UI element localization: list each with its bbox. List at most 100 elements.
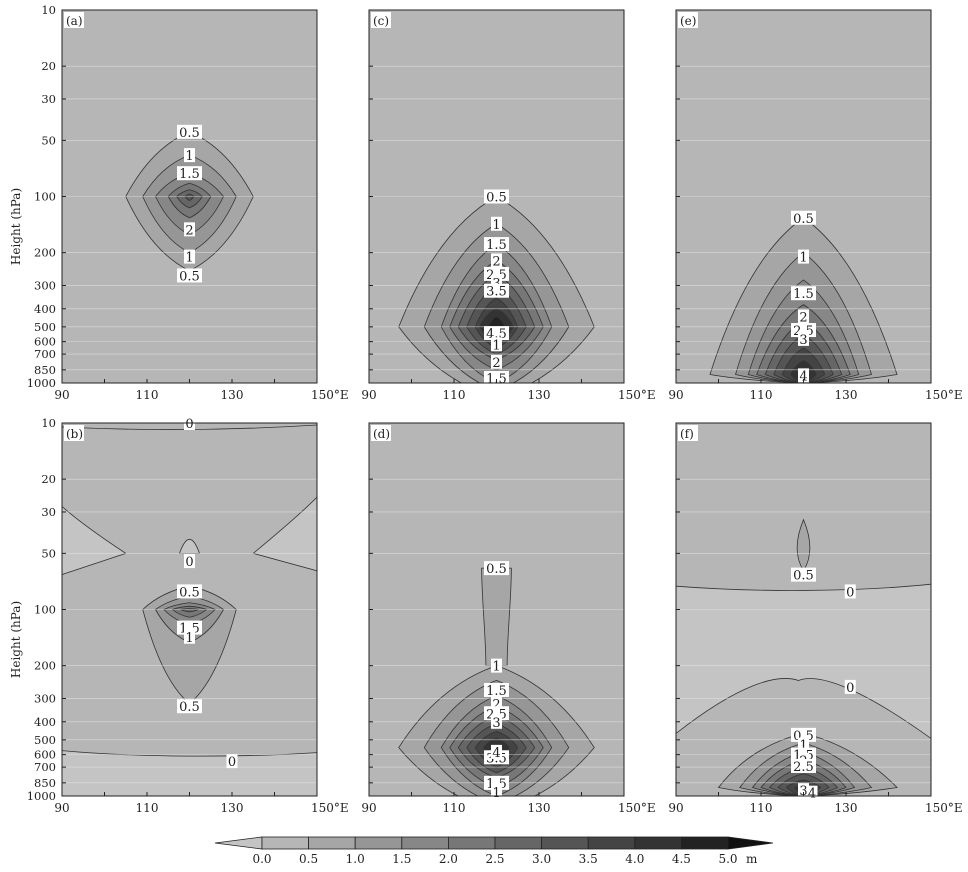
panel-letter-bg	[64, 425, 84, 441]
contour-label: 2	[491, 253, 502, 269]
contour-label-text: 4	[799, 369, 807, 384]
contour-label: 0.5	[177, 699, 202, 715]
contour-label: 1	[184, 249, 195, 266]
contour-label-bg	[184, 148, 195, 163]
y-tick-label: 1000	[27, 789, 56, 803]
contour-label-text: 0.5	[486, 191, 507, 206]
contour-label-text: 3	[799, 333, 807, 348]
x-tick-label: 130	[835, 801, 858, 815]
panel-letter-text: (f)	[680, 427, 694, 441]
y-tick-label: 20	[41, 59, 56, 73]
colorbar-tick-label: 4.5	[672, 852, 691, 866]
panel-fields	[676, 478, 931, 796]
colorbar-left-arrow	[214, 836, 263, 850]
contour-label: 1.5	[484, 682, 509, 699]
contour-label-bg	[798, 331, 809, 346]
colorbar-segment	[541, 836, 589, 850]
contour-label-bg	[491, 696, 502, 711]
contour-label-text: 1	[185, 251, 193, 266]
x-tick-label: 110	[750, 388, 773, 402]
contour-label-bg	[177, 699, 202, 714]
x-tick-label: 150°E	[618, 801, 656, 815]
y-tick-label: 200	[34, 246, 56, 260]
contour-label-bg	[491, 744, 502, 759]
colorbar-tick-label: 3.0	[532, 852, 551, 866]
y-tick-label: 10	[41, 416, 56, 430]
contour-label-text: 1	[492, 218, 500, 233]
y-tick-label: 850	[34, 776, 56, 790]
y-tick-label: 500	[34, 733, 56, 747]
contour-label-bg	[798, 309, 809, 324]
x-tick-label: 150°E	[311, 388, 349, 402]
contour-label: 0.5	[791, 567, 816, 584]
x-tick-label: 110	[443, 388, 466, 402]
contour-label-bg	[184, 222, 195, 237]
colorbar-tick-label: 1.5	[392, 852, 411, 866]
contour-label: 0	[226, 754, 238, 770]
contour-label-bg	[491, 784, 502, 799]
contour-label-bg	[226, 754, 238, 769]
colorbar-segment	[447, 836, 496, 850]
colorbar-right-arrow	[727, 836, 774, 850]
contour-label-text: 0.5	[793, 569, 814, 584]
y-tick-label: 20	[41, 472, 56, 486]
y-tick-label: 850	[34, 363, 56, 377]
contour-label: 1	[798, 249, 809, 266]
contour-label-bg	[484, 266, 509, 281]
contour-label-text: 1	[185, 149, 193, 164]
y-tick-label: 700	[34, 347, 56, 361]
y-tick-label: 700	[34, 760, 56, 774]
contour-label: 1.5	[177, 166, 202, 182]
colorbar: 0.0 0.5 1.0 1.5 2.0 2.5 3.0 3.5 4.0 4.5 5.0 m	[214, 836, 774, 866]
colorbar-unit: m	[746, 852, 758, 866]
colorbar-segment	[494, 836, 542, 850]
y-tick-label: 600	[34, 748, 56, 762]
y-tick-label: 400	[34, 302, 56, 316]
contour-label-bg	[798, 368, 809, 383]
contour-label: 0.5	[177, 584, 202, 600]
contour-label-bg	[798, 737, 809, 752]
contour-label-bg	[791, 727, 816, 742]
panel-letter-text: (e)	[680, 14, 696, 28]
contour-label-bg	[491, 658, 502, 673]
contour-label: 1	[491, 216, 502, 233]
colorbar-tick-label: 4.0	[625, 852, 644, 866]
contour-label: 0	[184, 416, 195, 432]
y-tick-label: 30	[41, 92, 56, 106]
contour-label: 1.5	[484, 237, 509, 253]
y-tick-label: 30	[41, 505, 56, 519]
panel-letter: (a)	[64, 12, 84, 28]
contour-label: 3	[798, 783, 809, 799]
panel-letter-text: (a)	[66, 14, 83, 28]
x-tick-label: 110	[136, 388, 159, 402]
contour-label-text: 2	[492, 254, 500, 269]
y-tick-label: 500	[34, 320, 56, 334]
contour-label-bg	[177, 268, 202, 283]
contour-label-text: 0.5	[486, 562, 507, 577]
contour-label-text: 2	[799, 311, 807, 326]
colorbar-tick-label: 0.5	[299, 852, 318, 866]
contour-label: 4	[806, 785, 818, 802]
panel-a: 0.5 1 1.5 2 1 0.5 (a) 10 20 30 50 100 200 300 400 50060…	[9, 3, 349, 402]
contour-label-bg	[484, 283, 509, 298]
contour-label-bg	[491, 216, 502, 231]
contour-label-text: 1	[492, 660, 500, 675]
y-tick-label: 50	[41, 546, 56, 560]
x-tick-label: 90	[361, 801, 376, 815]
contour-label: 2.5	[791, 758, 816, 775]
panel-letter-bg	[678, 425, 698, 441]
x-tick-label: 110	[443, 801, 466, 815]
panel-letter-bg	[678, 12, 698, 28]
panel-letter: (d)	[371, 425, 391, 441]
contour-label: 1	[184, 148, 195, 164]
contour-label: 1.5	[791, 286, 816, 302]
panel-letter: (e)	[678, 12, 698, 28]
contour-label-bg	[491, 714, 502, 729]
y-axis-label: Height (hPa)	[9, 188, 23, 265]
x-tick-label: 110	[750, 801, 773, 815]
contour-label: 0.5	[484, 189, 509, 206]
contour-label: 1	[491, 337, 502, 353]
colorbar-tick-label: 0.0	[252, 852, 271, 866]
contour-label-text: 1	[185, 631, 193, 646]
contour-label-bg	[806, 785, 818, 800]
